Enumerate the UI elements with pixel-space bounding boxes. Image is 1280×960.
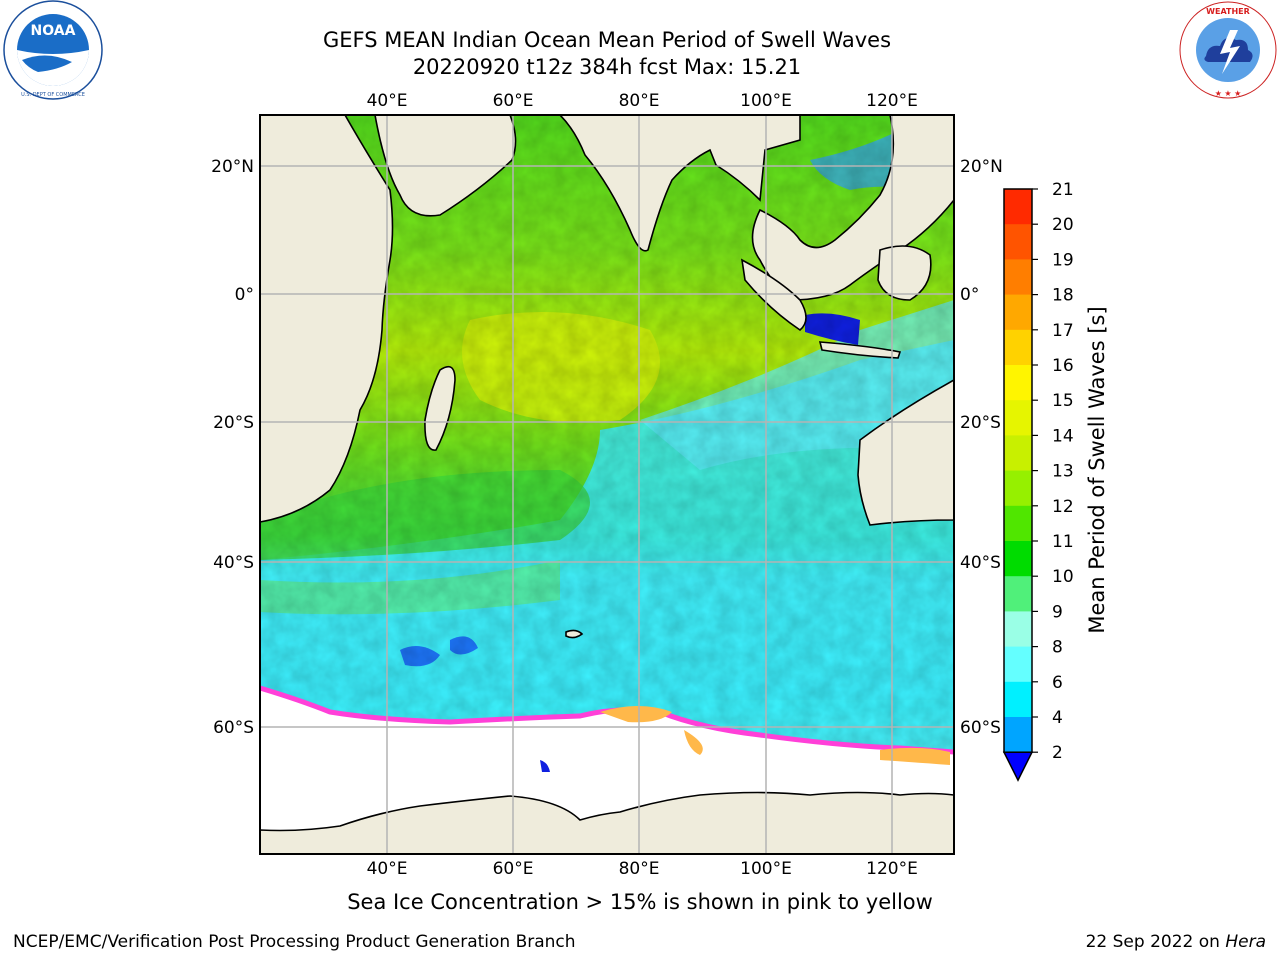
credit-host: Hera bbox=[1225, 932, 1266, 952]
lat-tick-right: 20°S bbox=[960, 413, 1001, 433]
credit-right: 22 Sep 2022 on Hera bbox=[1086, 932, 1266, 952]
lon-tick-bottom: 40°E bbox=[367, 859, 408, 879]
colorbar-label: 6 bbox=[1052, 673, 1063, 693]
colorbar-label: 16 bbox=[1052, 356, 1074, 376]
lon-ticks-top: 40°E 60°E 80°E 100°E 120°E bbox=[367, 91, 918, 111]
colorbar-label: 17 bbox=[1052, 321, 1074, 341]
colorbar-segment bbox=[1004, 470, 1032, 507]
colorbar-segment bbox=[1004, 365, 1032, 401]
colorbar-label: 12 bbox=[1052, 497, 1074, 517]
caption: Sea Ice Concentration > 15% is shown in … bbox=[347, 890, 933, 914]
colorbar-segment bbox=[1004, 541, 1032, 577]
lon-ticks-bottom: 40°E 60°E 80°E 100°E 120°E bbox=[367, 859, 918, 879]
lat-tick-left: 20°S bbox=[213, 413, 254, 433]
colorbar-label: 19 bbox=[1052, 250, 1074, 270]
lat-tick-right: 0° bbox=[960, 285, 979, 305]
colorbar-segment bbox=[1004, 646, 1032, 683]
colorbar-segment bbox=[1004, 329, 1032, 366]
colorbar-segment bbox=[1004, 294, 1032, 331]
noaa-logo: NOAA U.S. DEPT OF COMMERCE bbox=[3, 0, 103, 100]
colorbar-segment bbox=[1004, 681, 1032, 718]
colorbar-under-arrow bbox=[1002, 751, 1034, 782]
map-title: GEFS MEAN Indian Ocean Mean Period of Sw… bbox=[322, 28, 892, 52]
lon-tick-top: 120°E bbox=[866, 91, 918, 111]
colorbar-label: 9 bbox=[1052, 602, 1063, 622]
colorbar-label: 21 bbox=[1052, 180, 1074, 200]
colorbar-label: 8 bbox=[1052, 638, 1063, 658]
lat-ticks-right: 20°N 0° 20°S 40°S 60°S bbox=[960, 157, 1003, 738]
svg-text:NOAA: NOAA bbox=[31, 23, 76, 39]
lat-tick-right: 40°S bbox=[960, 553, 1001, 573]
colorbar-label: 10 bbox=[1052, 567, 1074, 587]
map-subtitle: 20220920 t12z 384h fcst Max: 15.21 bbox=[412, 55, 802, 79]
lat-tick-left: 60°S bbox=[213, 718, 254, 738]
lon-tick-bottom: 100°E bbox=[740, 859, 792, 879]
svg-text:★ ★ ★: ★ ★ ★ bbox=[1215, 89, 1242, 98]
map-area bbox=[260, 115, 954, 854]
svg-text:U.S. DEPT OF COMMERCE: U.S. DEPT OF COMMERCE bbox=[21, 92, 85, 98]
colorbar-segment bbox=[1004, 400, 1032, 436]
credit-left: NCEP/EMC/Verification Post Processing Pr… bbox=[13, 932, 576, 952]
colorbar-label: 20 bbox=[1052, 215, 1074, 235]
credit-date: 22 Sep 2022 on bbox=[1085, 932, 1220, 952]
colorbar-label: 15 bbox=[1052, 391, 1074, 411]
land bbox=[260, 115, 954, 854]
lat-ticks-left: 20°N 0° 20°S 40°S 60°S bbox=[211, 157, 254, 738]
lon-tick-bottom: 120°E bbox=[866, 859, 918, 879]
colorbar-label: 2 bbox=[1052, 743, 1063, 763]
colorbar-segment bbox=[1004, 717, 1032, 753]
lon-tick-top: 100°E bbox=[740, 91, 792, 111]
colorbar-label: 14 bbox=[1052, 426, 1074, 446]
colorbar-segment bbox=[1004, 576, 1032, 612]
svg-text:WEATHER: WEATHER bbox=[1206, 7, 1250, 16]
colorbar-segment bbox=[1004, 435, 1032, 472]
colorbar-segment bbox=[1004, 611, 1032, 648]
colorbar-label: 18 bbox=[1052, 286, 1074, 306]
colorbar-segment bbox=[1004, 259, 1032, 296]
graticule bbox=[260, 115, 954, 854]
lon-tick-top: 40°E bbox=[367, 91, 408, 111]
colorbar-label: 4 bbox=[1052, 708, 1063, 728]
lat-tick-right: 20°N bbox=[960, 157, 1003, 177]
lat-tick-right: 60°S bbox=[960, 718, 1001, 738]
colorbar: 21 20 19 18 17 16 15 14 13 12 11 10 9 8 6 4 2 bbox=[1002, 180, 1074, 782]
colorbar-label: 11 bbox=[1052, 532, 1074, 552]
colorbar-title: Mean Period of Swell Waves [s] bbox=[1085, 306, 1109, 634]
colorbar-segment bbox=[1004, 189, 1032, 225]
lat-tick-left: 0° bbox=[235, 285, 254, 305]
map-frame bbox=[259, 114, 955, 855]
colorbar-segment bbox=[1004, 505, 1032, 542]
lon-tick-top: 80°E bbox=[619, 91, 660, 111]
colorbar-label: 13 bbox=[1052, 462, 1074, 482]
ice-edge bbox=[260, 685, 954, 755]
lat-tick-left: 20°N bbox=[211, 157, 254, 177]
lat-tick-left: 40°S bbox=[213, 553, 254, 573]
lon-tick-bottom: 60°E bbox=[493, 859, 534, 879]
lon-tick-top: 60°E bbox=[493, 91, 534, 111]
lon-tick-bottom: 80°E bbox=[619, 859, 660, 879]
colorbar-segment bbox=[1004, 224, 1032, 260]
nws-logo: WEATHER ★ ★ ★ bbox=[1179, 1, 1277, 99]
